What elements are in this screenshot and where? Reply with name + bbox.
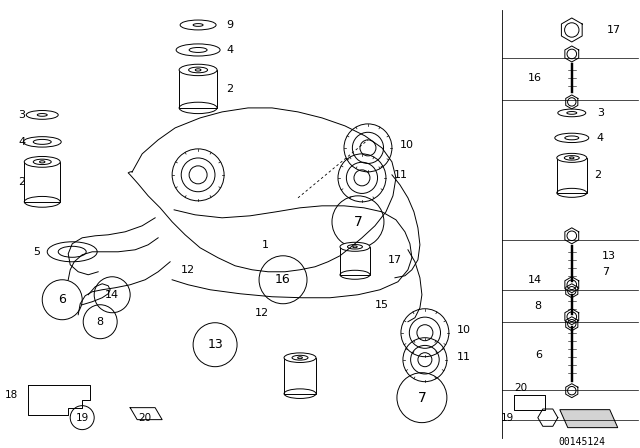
Text: 4: 4 [596,133,604,143]
Text: 2: 2 [226,84,233,94]
Text: 17: 17 [388,255,402,265]
Text: 20: 20 [514,383,527,392]
Bar [24,162,60,202]
Ellipse shape [340,242,370,251]
Text: 6: 6 [58,293,66,306]
Text: 1: 1 [262,240,269,250]
Bar [179,70,217,108]
Text: 2: 2 [594,170,601,180]
Text: 17: 17 [607,25,621,35]
Text: 16: 16 [275,273,291,286]
Text: 10: 10 [400,140,414,150]
Text: 13: 13 [602,251,616,261]
Text: 18: 18 [5,390,19,400]
Text: 7: 7 [602,267,609,277]
Ellipse shape [179,64,217,76]
Text: 8: 8 [534,301,542,311]
Bar [340,247,370,275]
Text: 13: 13 [207,338,223,351]
Bar [284,358,316,394]
Text: 4: 4 [19,137,26,147]
Text: 3: 3 [596,108,604,118]
Text: 9: 9 [226,20,233,30]
Text: 4: 4 [226,45,233,55]
Text: 8: 8 [97,317,104,327]
Text: 3: 3 [19,110,25,120]
Text: 16: 16 [528,73,542,83]
Polygon shape [560,409,618,428]
Text: 2: 2 [19,177,26,187]
Text: 10: 10 [457,325,471,335]
Text: 11: 11 [394,170,408,180]
Ellipse shape [284,353,316,362]
Text: 19: 19 [76,413,89,422]
Text: 6: 6 [535,350,542,360]
Text: 7: 7 [417,391,426,405]
Text: 00145124: 00145124 [558,437,605,447]
Text: 15: 15 [375,300,389,310]
Ellipse shape [24,156,60,167]
Text: 20: 20 [139,413,152,422]
Text: 7: 7 [353,215,362,229]
Text: 12: 12 [181,265,195,275]
Text: 12: 12 [255,308,269,318]
Bar [557,158,587,193]
Text: 11: 11 [457,352,471,362]
Text: 14: 14 [528,275,542,285]
Ellipse shape [557,153,587,162]
Text: 14: 14 [105,290,119,300]
Text: 5: 5 [33,247,40,257]
Text: 19: 19 [500,413,514,422]
